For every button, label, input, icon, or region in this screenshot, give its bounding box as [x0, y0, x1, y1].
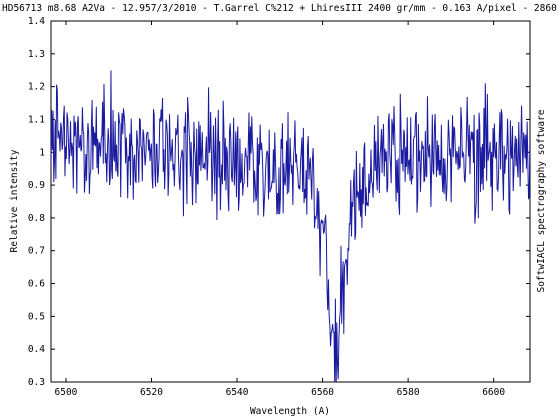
- x-axis-label: Wavelength (A): [250, 406, 330, 417]
- chart-title: HD56713 m8.68 A2Va - 12.957/3/2010 - T.G…: [2, 3, 560, 14]
- x-tick-label: 6540: [226, 387, 249, 398]
- y-tick-label: 1.1: [28, 114, 45, 125]
- spectrum-series-line: [51, 70, 530, 382]
- y-tick-label: 1.3: [28, 49, 45, 60]
- y-tick-label: 0.8: [28, 213, 45, 224]
- y-tick-label: 0.9: [28, 180, 45, 191]
- plot-frame: [50, 20, 531, 383]
- x-tick-label: 6560: [311, 387, 334, 398]
- y-axis-ticks: 0.3 0.4 0.5 0.6 0.7 0.8 0.9 1 1.1 1.2 1.3 1.4: [28, 16, 530, 388]
- y-tick-label: 1: [39, 147, 45, 158]
- x-tick-label: 6520: [140, 387, 163, 398]
- y-tick-label: 0.5: [28, 311, 45, 322]
- software-credit-label: SoftwIACL spectrography software: [536, 109, 547, 292]
- y-tick-label: 1.4: [28, 16, 45, 27]
- y-tick-label: 0.6: [28, 279, 45, 290]
- y-tick-label: 1.2: [28, 82, 45, 93]
- x-tick-label: 6600: [482, 387, 505, 398]
- y-tick-label: 0.4: [28, 344, 45, 355]
- x-tick-label: 6580: [397, 387, 420, 398]
- x-axis-ticks: 6500 6520 6540 6560 6580 6600: [55, 21, 505, 398]
- y-tick-label: 0.3: [28, 377, 45, 388]
- y-axis-label: Relative intensity: [9, 149, 20, 252]
- x-tick-label: 6500: [55, 387, 78, 398]
- y-tick-label: 0.7: [28, 246, 45, 257]
